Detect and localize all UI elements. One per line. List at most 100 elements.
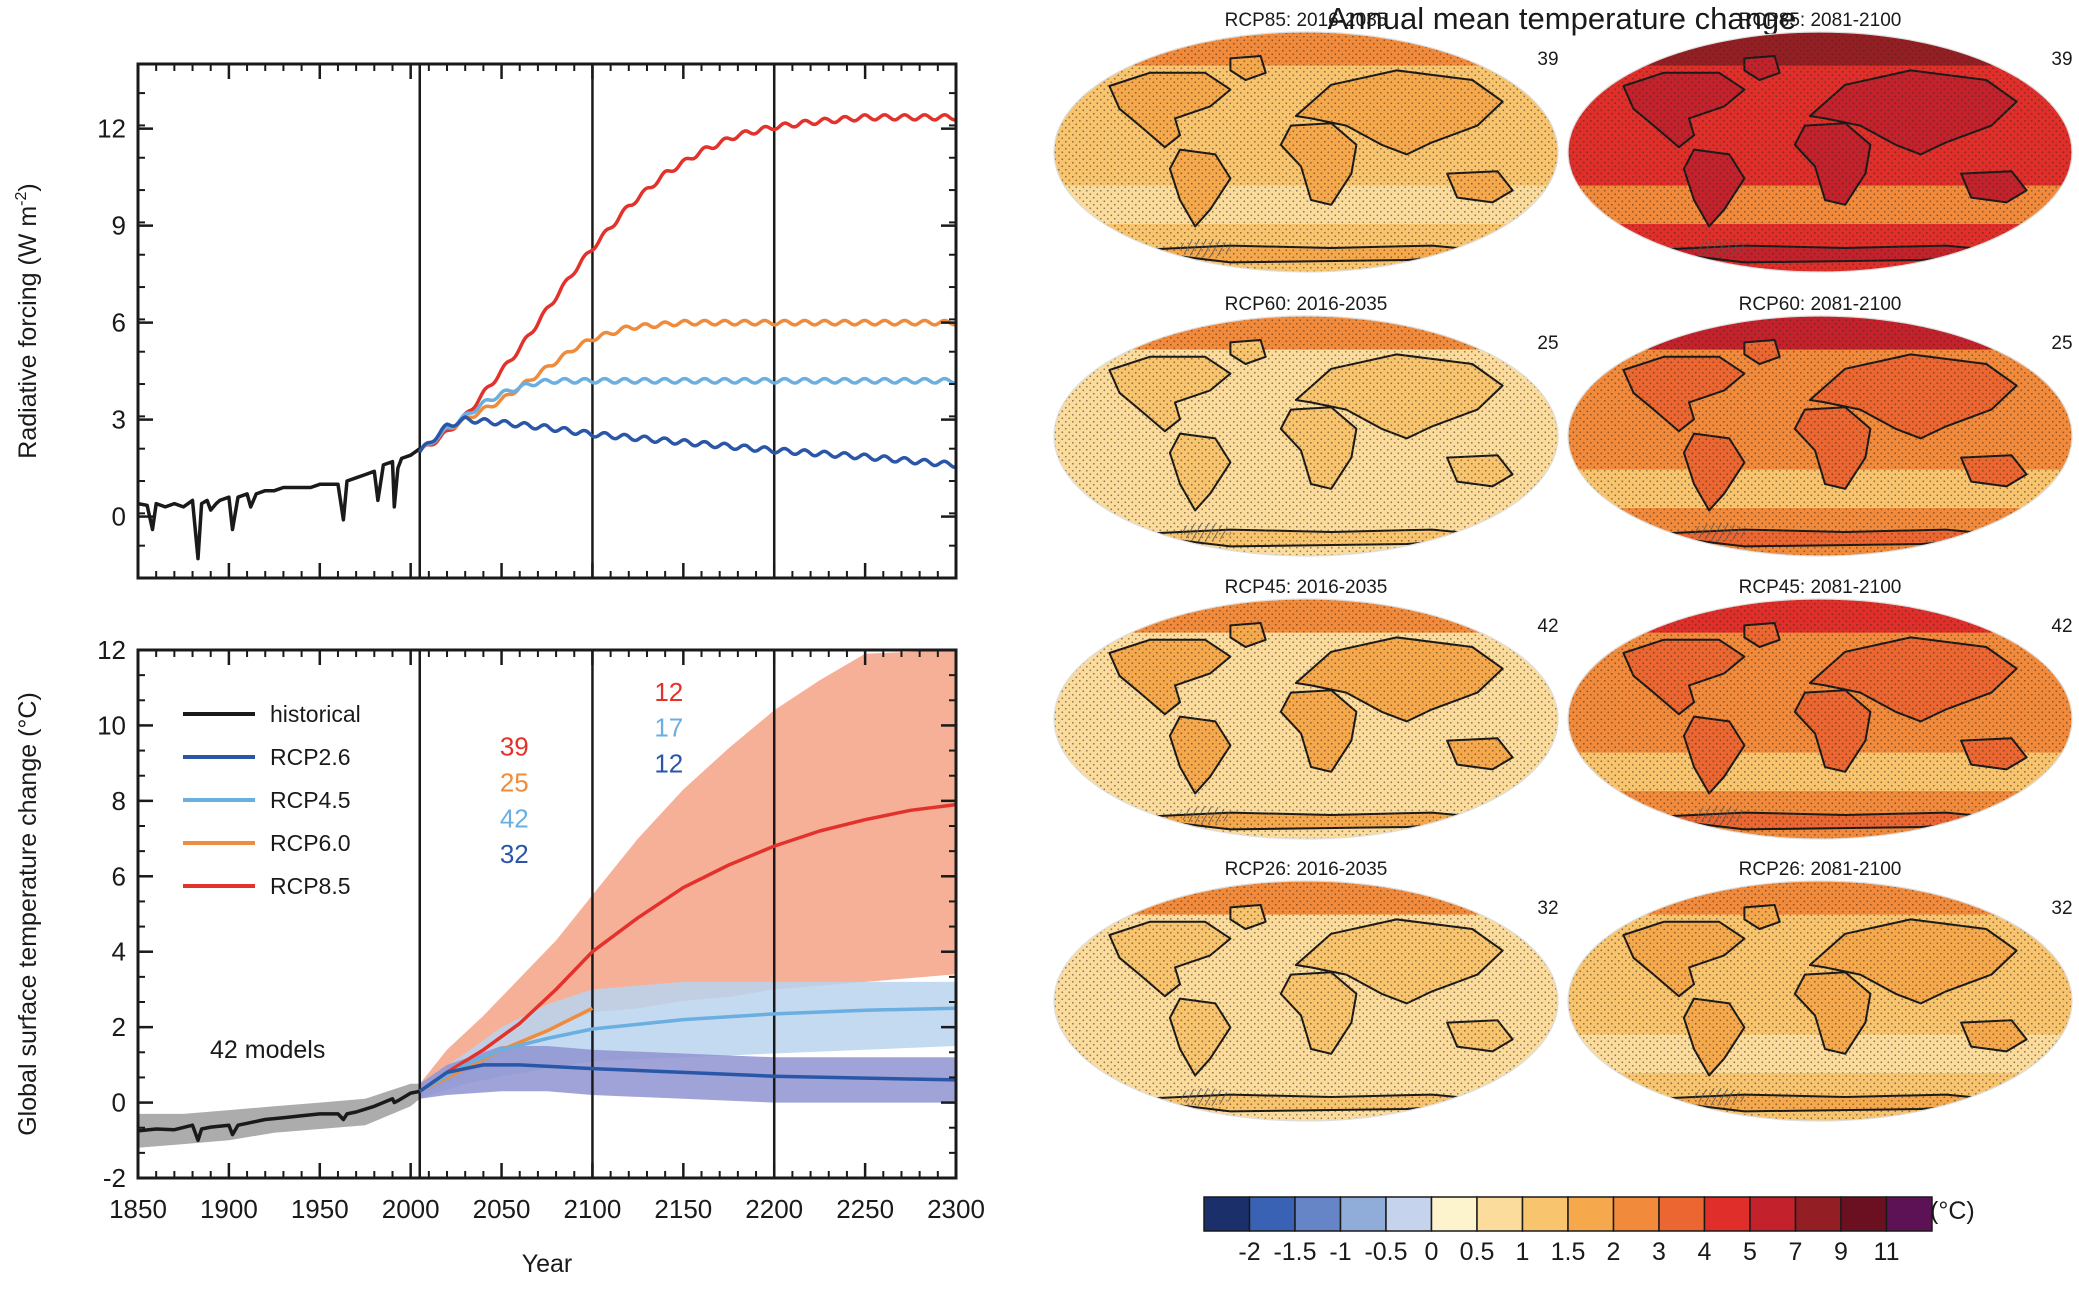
plot-frame: [136, 648, 958, 1180]
models-annotation: 42 models: [210, 1036, 325, 1064]
radiative-forcing-chart: 0 3 6 9 12 Radiative forcing (W m-2): [13, 62, 958, 580]
colorbar-swatch: [1248, 1196, 1296, 1232]
x-tick-label: 2150: [654, 1194, 712, 1224]
series-line-rcp45: [418, 376, 957, 453]
series-line-rcp45: [418, 1006, 957, 1093]
colorbar-swatch: [1703, 1196, 1751, 1232]
map-outline: [1053, 880, 1559, 1122]
colorbar-label: 3: [1652, 1238, 1666, 1266]
map-outline: [1567, 880, 2073, 1122]
y-tick-label: 12: [97, 114, 126, 144]
uncertainty-bands: [138, 650, 956, 1148]
y-tick-label: 9: [112, 211, 126, 241]
significance-stipple: [1054, 599, 1558, 839]
maps-title: Annual mean temperature change: [1328, 1, 1797, 36]
model-count-label: 42: [500, 803, 529, 833]
map-model-count: 42: [2051, 616, 2072, 637]
map-model-count: 39: [1537, 49, 1558, 70]
colorbar-swatch: [1385, 1196, 1433, 1232]
y-tick-label: 0: [112, 1088, 126, 1118]
map-panel: RCP60: 2016-2035 25: [1053, 294, 1559, 557]
colorbar-swatch: [1794, 1196, 1842, 1232]
legend-label-rcp85: RCP8.5: [270, 873, 351, 899]
colorbar-label: 11: [1874, 1238, 1900, 1266]
colorbar-label: 1: [1516, 1238, 1530, 1266]
colorbar-swatch: [1476, 1196, 1524, 1232]
series-line-rcp60: [418, 318, 957, 453]
legend-label-historical: historical: [270, 701, 361, 727]
colorbar-swatch: [1840, 1196, 1888, 1232]
hatching-region: [1179, 806, 1232, 824]
model-count-label: 32: [500, 839, 529, 869]
colorbar-label: -2: [1238, 1238, 1260, 1266]
map-panel-label: RCP26: 2081-2100: [1739, 859, 1902, 880]
band-rcp85: [419, 650, 956, 1099]
colorbar-label: 2: [1607, 1238, 1621, 1266]
significance-stipple: [1054, 881, 1558, 1121]
map-panel-label: RCP26: 2016-2035: [1225, 859, 1388, 880]
x-tick-label: 2250: [836, 1194, 894, 1224]
y-tick-label: 10: [97, 710, 126, 740]
colorbar-label: -1: [1329, 1238, 1351, 1266]
significance-stipple: [1054, 32, 1558, 272]
model-count-label: 12: [654, 749, 683, 779]
series-line-rcp26: [418, 415, 957, 470]
colorbar-unit: (°C): [1930, 1197, 1975, 1225]
significance-stipple: [1568, 32, 2072, 272]
hatching-region: [1693, 523, 1746, 541]
map-panel-label: RCP60: 2016-2035: [1225, 294, 1388, 315]
model-count-labels: 39 25 42 32 12 17 12: [500, 677, 683, 869]
model-count-label: 25: [500, 767, 529, 797]
legend-label-rcp60: RCP6.0: [270, 830, 351, 856]
y-axis-title: Radiative forcing (W m-2): [13, 183, 42, 458]
map-outline: [1567, 598, 2073, 840]
map-panel: RCP26: 2016-2035 32: [1053, 859, 1559, 1122]
colorbar-swatch: [1749, 1196, 1797, 1232]
series-line-historical: [137, 1089, 421, 1143]
y-tick-label: -2: [103, 1163, 126, 1193]
map-outline: [1567, 315, 2073, 557]
x-tick-label: 2100: [564, 1194, 622, 1224]
colorbar-label: 1.5: [1551, 1238, 1586, 1266]
map-model-count: 25: [2051, 333, 2072, 354]
y-tick-label: 8: [112, 786, 126, 816]
colorbar-label: 4: [1698, 1238, 1712, 1266]
colorbar-swatch: [1612, 1196, 1660, 1232]
maps-grid: RCP85: 2016-2035 39 RCP85: 2081-2100 39 RCP6…: [1053, 10, 2073, 1122]
map-outline: [1053, 315, 1559, 557]
colorbar-swatch: [1885, 1196, 1933, 1232]
map-panel-label: RCP85: 2016-2035: [1225, 10, 1388, 31]
x-axis-title: Year: [522, 1250, 573, 1278]
series-line-historical: [137, 447, 421, 561]
legend: historical RCP2.6 RCP4.5 RCP6.0 RCP8.5: [183, 701, 361, 899]
hatching-region: [1693, 239, 1746, 257]
y-tick-label: 12: [97, 635, 126, 665]
x-tick-label: 2050: [473, 1194, 531, 1224]
colorbar-label: 0: [1425, 1238, 1439, 1266]
map-panel-label: RCP45: 2016-2035: [1225, 577, 1388, 598]
series-line-rcp85: [418, 113, 957, 453]
x-tick-label: 1950: [291, 1194, 349, 1224]
map-panel-label: RCP60: 2081-2100: [1739, 294, 1902, 315]
y-tick-label: 3: [112, 405, 126, 435]
y-tick-label: 4: [112, 937, 126, 967]
temperature-change-chart: -2 0 2 4 6 8 10 12 1850 1900 1950 2000 2050 2100 2150 2…: [14, 635, 985, 1278]
model-count-label: 17: [654, 713, 683, 743]
axis-ticks: -2 0 2 4 6 8 10 12 1850 1900 1950 2000 2050 2100 2150 2…: [97, 635, 985, 1224]
temperature-series: [137, 802, 957, 1143]
colorbar-swatch: [1294, 1196, 1342, 1232]
colorbar-swatch: [1567, 1196, 1615, 1232]
significance-stipple: [1568, 599, 2072, 839]
x-tick-label: 2300: [927, 1194, 985, 1224]
map-outline: [1567, 31, 2073, 273]
colorbar-label: 5: [1743, 1238, 1757, 1266]
x-tick-label: 1900: [200, 1194, 258, 1224]
map-panel: RCP60: 2081-2100 25: [1567, 294, 2073, 557]
legend-label-rcp45: RCP4.5: [270, 787, 351, 813]
hatching-region: [1693, 1088, 1746, 1106]
y-tick-label: 6: [112, 308, 126, 338]
colorbar-swatch: [1430, 1196, 1478, 1232]
hatching-region: [1179, 1088, 1232, 1106]
map-outline: [1053, 598, 1559, 840]
